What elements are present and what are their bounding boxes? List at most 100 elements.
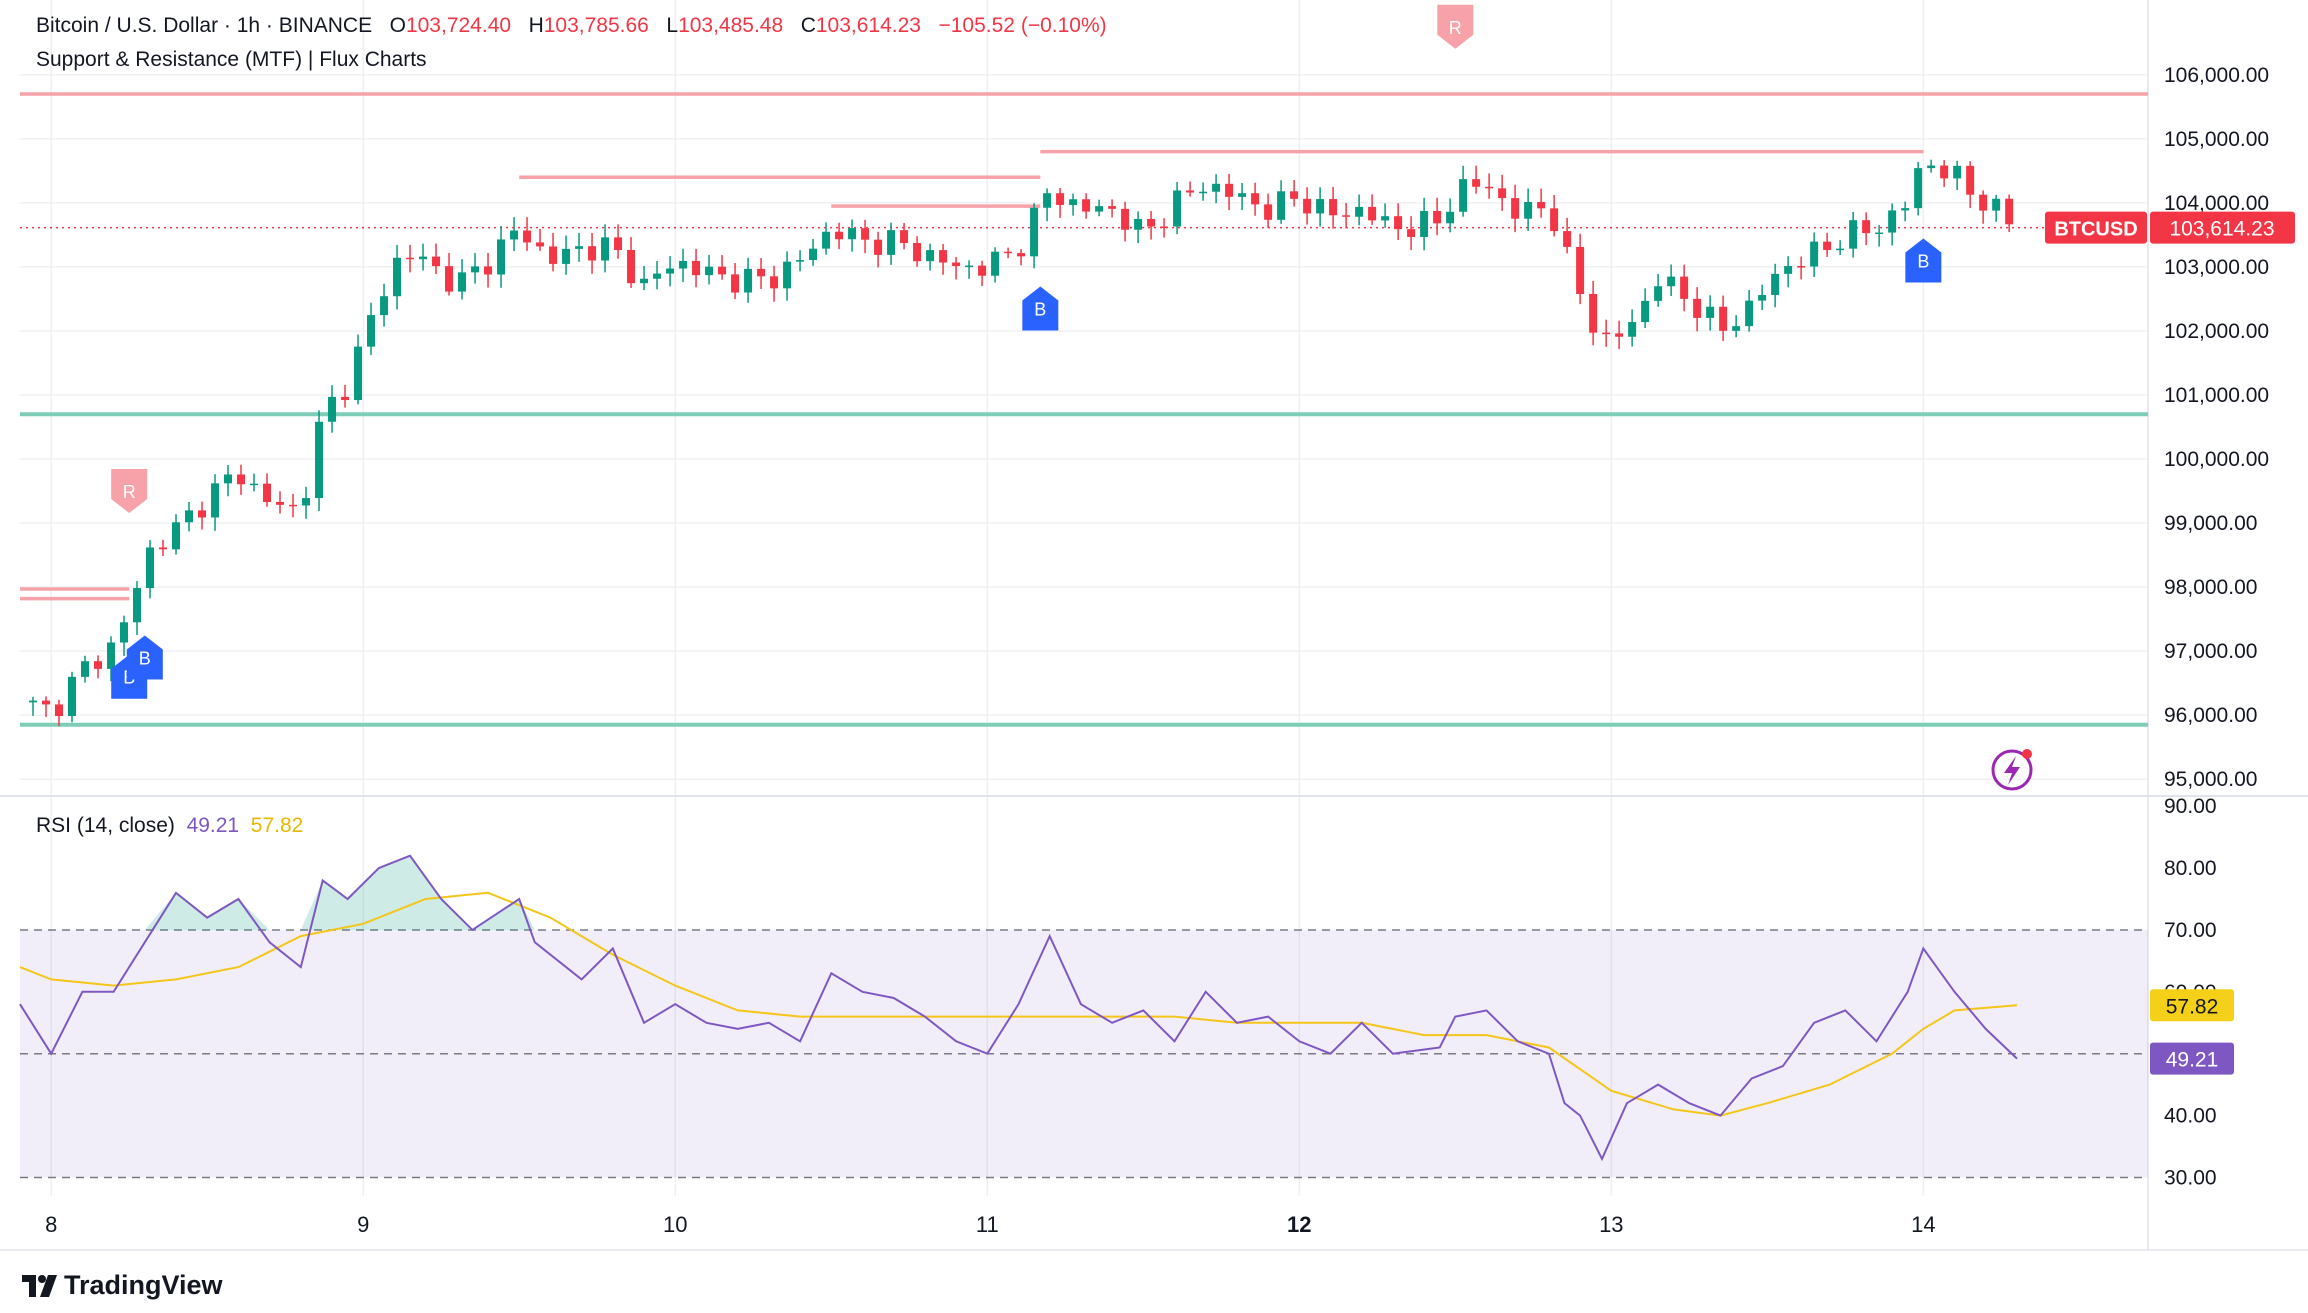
candle-up [133,588,142,623]
resistance-marker: R [1437,4,1474,49]
candle-down [445,266,454,292]
candle-up [1355,206,1364,217]
indicator-label[interactable]: Support & Resistance (MTF) | Flux Charts [36,48,427,71]
buy-marker: B [1022,286,1059,331]
candle-up [1212,183,1221,192]
last-price-label: 103,614.23 [2169,218,2274,241]
candle-down [900,230,909,244]
candle-down [289,504,298,507]
candle-down [627,249,636,284]
candle-down [874,239,883,255]
low-value: 103,485.48 [678,14,784,37]
candle-down [1186,190,1195,193]
candle-up [302,498,311,506]
time-tick-label: 14 [1911,1212,1935,1237]
tradingview-logo[interactable]: TradingView [22,1270,223,1301]
candle-down [42,700,51,705]
rsi-legend[interactable]: RSI (14, close) 49.21 57.82 [36,814,303,838]
candle-up [146,547,155,589]
candle-down [1004,251,1013,254]
flash-icon[interactable] [1991,749,2033,791]
candle-up [640,278,649,284]
candle-down [1407,229,1416,237]
candle-up [926,250,935,262]
rsi-ma-line [19,891,2018,1117]
candle-down [159,547,168,550]
candle-down [731,274,740,293]
candle-down [1550,208,1559,232]
price-tick-label: 100,000.00 [2164,448,2269,471]
candle-down [341,396,350,401]
candle-up [1888,210,1897,233]
candle-down [692,260,701,276]
candle-down [1589,293,1598,333]
candle-down [1797,266,1806,268]
candle-up [1810,241,1819,267]
candle-up [783,261,792,289]
candle-up [1901,208,1910,211]
candle-up [1745,300,1754,327]
chart-title: Bitcoin / U.S. Dollar · 1h · BINANCE O 10… [36,14,1107,38]
candle-up [120,622,129,643]
candle-down [913,243,922,262]
rsi-band [20,929,2148,1179]
rsi-overbought-fill [322,880,348,930]
candle-up [848,228,857,240]
candle-down [276,501,285,505]
symbol-badge [2045,211,2147,244]
candle-up [1732,326,1741,331]
candle-down [198,510,207,518]
support-resistance-levels [20,92,2148,727]
candle-up [419,256,428,260]
candle-up [1199,191,1208,194]
resistance-marker: R [111,469,148,514]
candle-up [328,396,337,422]
marker-shape [111,469,148,514]
candle-down [263,483,272,502]
price-tick-label: 97,000.00 [2164,640,2257,663]
candle-up [744,268,753,293]
price-tick-label: 104,000.00 [2164,192,2269,215]
candle-down [536,242,545,247]
candle-up [1420,210,1429,237]
rsi-overbought-fill [207,899,239,930]
buy-marker: B [1905,238,1942,283]
rsi-tick-label: 90.00 [2164,795,2217,818]
rsi-ma-value: 57.82 [250,814,304,837]
candle-down [1225,183,1234,197]
candle-up [1238,193,1247,197]
candle-up [1381,216,1390,221]
candle-up [510,230,519,240]
candle-up [575,246,584,249]
candle-down [1147,218,1156,227]
candle-down [549,246,558,264]
candle-up [601,237,610,261]
candle-up [796,260,805,262]
candle-up [822,231,831,249]
candle-up [1446,211,1455,224]
candle-down [432,256,441,267]
symbol-name: Bitcoin / U.S. Dollar · 1h · BINANCE [36,14,373,37]
candle-up [1836,248,1845,251]
marker-shape [1022,286,1059,331]
candle-up [1641,300,1650,323]
time-tick-label: 13 [1599,1212,1623,1237]
candle-down [1602,332,1611,335]
candle-down [1498,188,1507,199]
candle-up [1277,191,1286,220]
price-tick-label: 98,000.00 [2164,576,2257,599]
candle-up [1654,286,1663,301]
candle-down [770,276,779,289]
candle-up [705,266,714,276]
rsi-label: RSI (14, close) [36,814,175,837]
candle-up [1095,206,1104,212]
candle-up [185,510,194,523]
open-label: O [389,14,406,37]
candle-up [1927,165,1936,169]
marker-label: R [1449,18,1462,38]
tradingview-icon [22,1274,57,1297]
candle-down [1303,198,1312,214]
candle-up [1992,198,2001,211]
candle-down [757,268,766,277]
